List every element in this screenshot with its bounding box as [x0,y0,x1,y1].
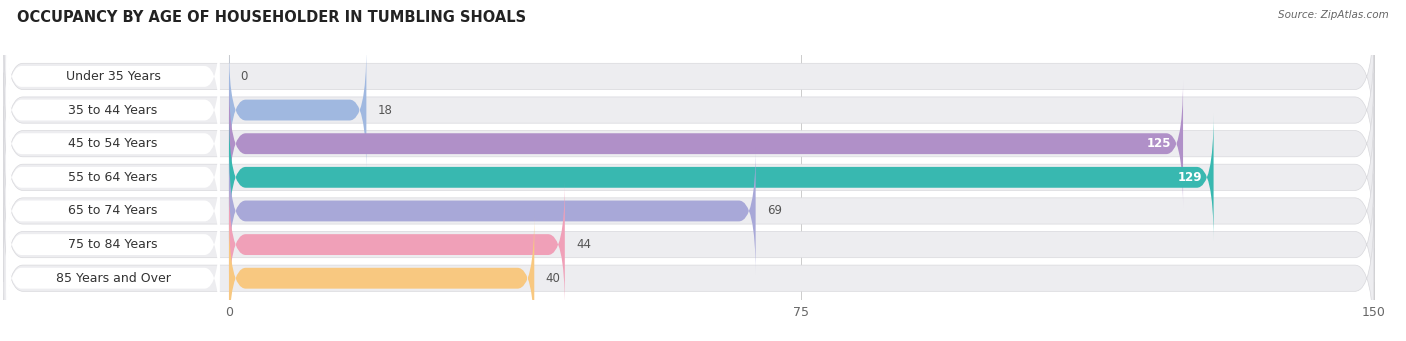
Text: 44: 44 [576,238,592,251]
FancyBboxPatch shape [229,181,565,308]
FancyBboxPatch shape [4,39,1374,181]
FancyBboxPatch shape [229,46,367,174]
Text: 85 Years and Over: 85 Years and Over [55,272,170,285]
Text: Under 35 Years: Under 35 Years [66,70,160,83]
FancyBboxPatch shape [6,19,219,133]
FancyBboxPatch shape [6,87,219,201]
FancyBboxPatch shape [6,154,219,268]
FancyBboxPatch shape [4,207,1374,341]
Text: 129: 129 [1178,171,1202,184]
Text: 55 to 64 Years: 55 to 64 Years [69,171,157,184]
Text: 0: 0 [240,70,247,83]
Text: 18: 18 [378,104,392,117]
FancyBboxPatch shape [229,114,1213,241]
Text: 35 to 44 Years: 35 to 44 Years [69,104,157,117]
FancyBboxPatch shape [229,214,534,341]
Text: 125: 125 [1147,137,1171,150]
Text: 75 to 84 Years: 75 to 84 Years [69,238,157,251]
FancyBboxPatch shape [6,188,219,301]
Text: OCCUPANCY BY AGE OF HOUSEHOLDER IN TUMBLING SHOALS: OCCUPANCY BY AGE OF HOUSEHOLDER IN TUMBL… [17,10,526,25]
FancyBboxPatch shape [6,221,219,335]
FancyBboxPatch shape [4,174,1374,315]
Text: 65 to 74 Years: 65 to 74 Years [69,205,157,218]
Text: Source: ZipAtlas.com: Source: ZipAtlas.com [1278,10,1389,20]
Text: 45 to 54 Years: 45 to 54 Years [69,137,157,150]
FancyBboxPatch shape [4,5,1374,147]
FancyBboxPatch shape [4,73,1374,214]
FancyBboxPatch shape [4,140,1374,282]
Text: 69: 69 [768,205,782,218]
FancyBboxPatch shape [4,106,1374,248]
FancyBboxPatch shape [6,53,219,167]
FancyBboxPatch shape [6,120,219,234]
FancyBboxPatch shape [229,80,1182,207]
FancyBboxPatch shape [229,147,755,275]
Text: 40: 40 [546,272,561,285]
